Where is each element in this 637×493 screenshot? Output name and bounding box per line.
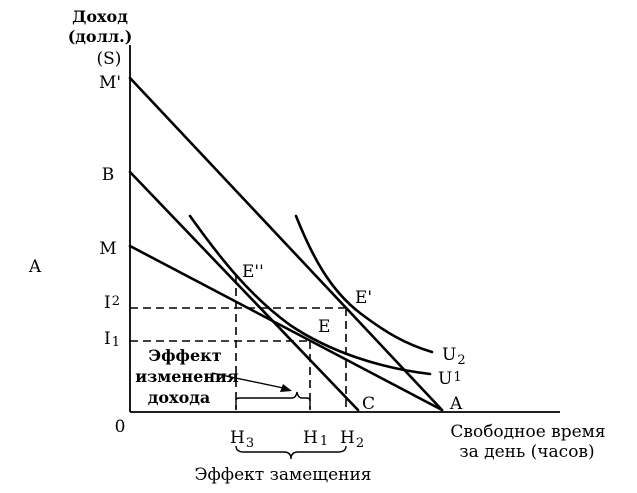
budget-line-m-a <box>128 244 444 412</box>
point-e: E <box>318 317 330 337</box>
substitution-effect-brace <box>235 445 347 460</box>
income-effect-line3: дохода <box>148 388 211 407</box>
income-effect-line1: Эффект <box>148 346 221 365</box>
left-label: A <box>28 257 42 277</box>
x-tick-h2: H2 <box>340 428 364 451</box>
x-tick-h3: H3 <box>230 428 254 451</box>
y-axis-title-line2: (долл.) <box>68 27 133 46</box>
indifference-curve-u1 <box>188 214 432 376</box>
x-axis-title-line2: за день (часов) <box>459 442 594 462</box>
y-tick-i1: I1 <box>104 329 120 350</box>
origin-label: 0 <box>115 417 126 437</box>
indifference-curve-u2 <box>294 214 434 354</box>
curve-label-u1: U1 <box>438 369 462 389</box>
curve-label-u2: U2 <box>442 345 466 368</box>
y-tick-i2: I2 <box>104 293 120 313</box>
budget-line-m-prime-a <box>128 76 444 412</box>
line-label-a: A <box>449 394 463 414</box>
y-tick-b: B <box>102 165 115 185</box>
substitution-effect-label: Эффект замещения <box>194 465 371 485</box>
y-tick-m: M <box>99 239 116 259</box>
y-axis-unit: (S) <box>97 49 122 69</box>
income-effect-brace <box>235 391 311 409</box>
x-axis-title-line1: Свободное время <box>450 422 605 442</box>
income-effect-arrow <box>211 372 289 390</box>
point-e-double-prime: E'' <box>242 262 264 282</box>
point-e-prime: E' <box>355 288 372 308</box>
y-tick-m-prime: M' <box>99 73 121 93</box>
y-axis-title-line1: Доход <box>72 7 128 26</box>
income-effect-arrowhead <box>280 384 292 392</box>
budget-line-b-c <box>128 170 360 412</box>
line-label-c: C <box>362 394 375 414</box>
income-effect-line2: изменения <box>135 367 239 386</box>
